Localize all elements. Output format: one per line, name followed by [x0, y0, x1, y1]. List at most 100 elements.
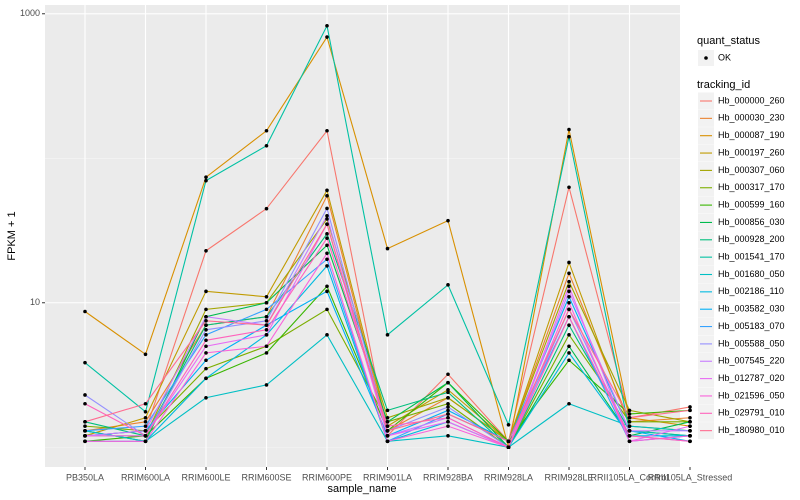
data-point — [567, 401, 571, 406]
data-point — [567, 300, 571, 305]
data-point — [567, 333, 571, 337]
x-tick-label: RRII105LA_Stressed — [648, 472, 733, 482]
data-point — [204, 376, 208, 381]
data-point — [325, 257, 329, 262]
data-point — [385, 424, 390, 428]
data-point — [143, 409, 148, 414]
axes: 10 1000 PB350LA RRIM600LA RRIM600LE RRIM600SE… — [20, 8, 732, 482]
data-point — [143, 415, 148, 420]
data-point — [83, 393, 87, 397]
y-tick-label: 10 — [30, 297, 40, 307]
data-point — [264, 351, 269, 355]
data-point — [688, 408, 692, 413]
data-point — [446, 387, 450, 392]
legend-label: Hb_000087_190 — [718, 130, 785, 140]
legend-label: Hb_000197_260 — [718, 147, 785, 157]
legend-label: Hb_021596_050 — [718, 390, 785, 400]
x-tick-label: RRIM600LE — [181, 472, 230, 482]
data-point — [446, 424, 450, 428]
data-point — [567, 279, 571, 284]
data-point — [325, 128, 329, 133]
data-point — [385, 420, 390, 424]
data-point — [204, 289, 208, 294]
x-tick-label: RRIM901LA — [363, 472, 412, 482]
data-point — [143, 420, 148, 424]
data-point — [143, 424, 148, 428]
legend-label: Hb_003582_030 — [718, 304, 785, 314]
data-point — [385, 246, 390, 251]
data-point — [627, 428, 632, 433]
data-point — [204, 307, 208, 312]
legend-label: OK — [718, 52, 731, 62]
data-point — [83, 424, 87, 428]
data-point — [688, 424, 692, 428]
data-point — [143, 439, 148, 444]
data-point — [385, 428, 390, 433]
legend-label: Hb_000599_160 — [718, 199, 785, 209]
data-point — [264, 143, 269, 148]
data-point — [264, 323, 269, 327]
data-point — [264, 294, 269, 299]
data-point — [325, 284, 329, 289]
data-point — [264, 300, 269, 305]
data-point — [567, 134, 571, 139]
points — [83, 23, 692, 450]
legend-label: Hb_005183_070 — [718, 321, 785, 331]
x-tick-label: RRIM600LA — [121, 472, 170, 482]
data-point — [627, 420, 632, 424]
data-point — [688, 439, 692, 444]
y-tick-label: 1000 — [20, 8, 40, 18]
data-point — [204, 314, 208, 319]
data-point — [204, 358, 208, 363]
data-point — [567, 358, 571, 363]
data-point — [264, 344, 269, 349]
data-point — [204, 338, 208, 343]
legend-label: Hb_180980_010 — [718, 425, 785, 435]
data-point — [204, 248, 208, 253]
data-point — [385, 439, 390, 444]
data-point — [385, 408, 390, 413]
data-point — [264, 319, 269, 323]
data-point — [627, 439, 632, 444]
data-point — [325, 213, 329, 218]
data-point — [567, 284, 571, 289]
x-tick-label: RRIM928BA — [423, 472, 473, 482]
data-point — [688, 420, 692, 424]
data-point — [325, 236, 329, 240]
legend-label: Hb_002186_110 — [718, 286, 784, 296]
data-point — [204, 327, 208, 332]
data-point — [83, 428, 87, 433]
data-point — [567, 271, 571, 276]
data-point — [83, 434, 87, 438]
data-point — [627, 412, 632, 416]
data-point — [325, 217, 329, 221]
data-point — [688, 415, 692, 420]
data-point — [143, 428, 148, 433]
data-point — [446, 408, 450, 413]
legend-label: Hb_000030_230 — [718, 113, 785, 123]
data-point — [688, 405, 692, 409]
data-point — [567, 344, 571, 349]
legend-label: Hb_012787_020 — [718, 373, 785, 383]
data-point — [567, 351, 571, 355]
data-point — [325, 188, 329, 193]
legend-label: Hb_000317_170 — [718, 182, 785, 192]
data-point — [567, 294, 571, 299]
legend-label: Hb_000307_060 — [718, 165, 785, 175]
data-point — [325, 23, 329, 28]
data-point — [204, 319, 208, 323]
data-point — [204, 323, 208, 327]
data-point — [446, 395, 450, 400]
data-point — [446, 412, 450, 416]
legend-label: Hb_007545_220 — [718, 356, 785, 366]
legend-label: Hb_000000_260 — [718, 95, 785, 105]
data-point — [83, 439, 87, 444]
data-point — [325, 264, 329, 268]
data-point — [446, 390, 450, 395]
data-point — [446, 405, 450, 409]
data-point — [385, 415, 390, 420]
data-point — [627, 408, 632, 413]
legend-label: Hb_001680_050 — [718, 269, 785, 279]
x-tick-label: RRIM600SE — [241, 472, 291, 482]
